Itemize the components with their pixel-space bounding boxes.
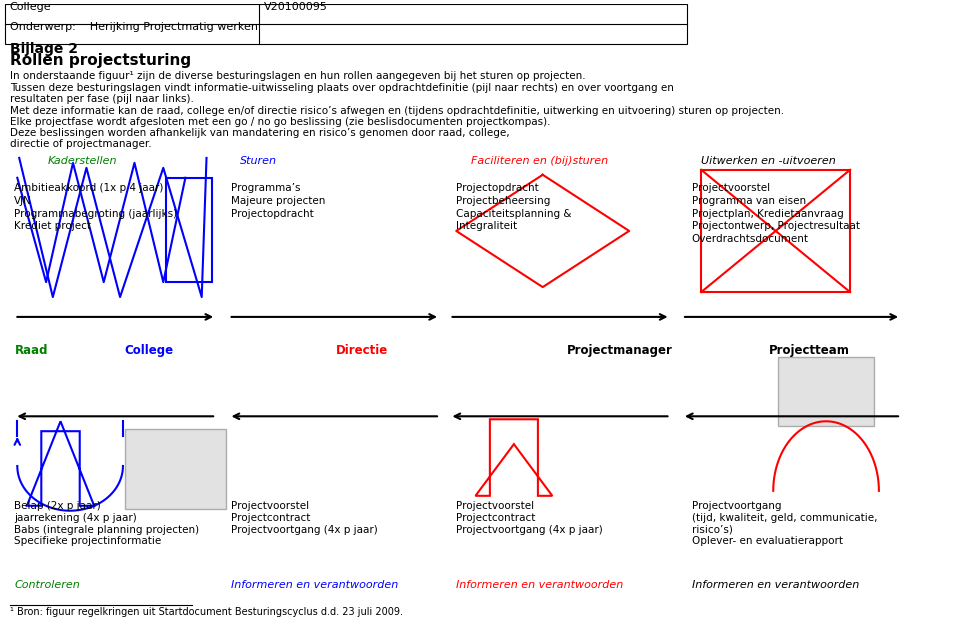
Text: Sturen: Sturen xyxy=(240,156,277,166)
Text: Krediet project: Krediet project xyxy=(14,221,91,231)
Text: Programmabegroting (jaarlijks): Programmabegroting (jaarlijks) xyxy=(14,209,178,219)
Text: Controleren: Controleren xyxy=(14,580,80,590)
Bar xyxy=(5,4,686,44)
Bar xyxy=(778,357,875,426)
Text: Programma’s: Programma’s xyxy=(230,182,300,192)
Text: Informeren en verantwoorden: Informeren en verantwoorden xyxy=(456,580,623,590)
Text: Projectontwerp, Projectresultaat: Projectontwerp, Projectresultaat xyxy=(691,221,859,231)
Text: College: College xyxy=(125,344,174,357)
Text: Projectbeheersing: Projectbeheersing xyxy=(456,196,551,206)
Text: In onderstaande figuur¹ zijn de diverse besturingslagen en hun rollen aangegeven: In onderstaande figuur¹ zijn de diverse … xyxy=(10,71,586,82)
Text: Tussen deze besturingslagen vindt informatie-uitwisseling plaats over opdrachtde: Tussen deze besturingslagen vindt inform… xyxy=(10,83,674,93)
Text: Oplever- en evaluatierapport: Oplever- en evaluatierapport xyxy=(691,537,843,547)
Text: Majeure projecten: Majeure projecten xyxy=(230,196,324,206)
Text: Programma van eisen: Programma van eisen xyxy=(691,196,805,206)
Text: Overdrachtsdocument: Overdrachtsdocument xyxy=(691,234,808,245)
Text: Raad: Raad xyxy=(14,344,48,357)
Text: Projectvoortgang (4x p jaar): Projectvoortgang (4x p jaar) xyxy=(230,525,377,535)
Text: Projectteam: Projectteam xyxy=(768,344,850,357)
Text: Projectopdracht: Projectopdracht xyxy=(456,182,539,192)
Bar xyxy=(166,178,212,282)
Text: Specifieke projectinformatie: Specifieke projectinformatie xyxy=(14,537,161,547)
Text: Bijlage 2: Bijlage 2 xyxy=(10,41,78,56)
Text: Ambitieakkoord (1x p 4 jaar): Ambitieakkoord (1x p 4 jaar) xyxy=(14,182,164,192)
Text: Integraliteit: Integraliteit xyxy=(456,221,517,231)
Text: Projectvoortgang: Projectvoortgang xyxy=(691,501,781,511)
Text: Met deze informatie kan de raad, college en/of directie risico’s afwegen en (tij: Met deze informatie kan de raad, college… xyxy=(10,106,783,116)
Text: Capaciteitsplanning &: Capaciteitsplanning & xyxy=(456,209,572,219)
Text: (tijd, kwaliteit, geld, communicatie,: (tijd, kwaliteit, geld, communicatie, xyxy=(691,513,877,523)
Text: Informeren en verantwoorden: Informeren en verantwoorden xyxy=(230,580,397,590)
Text: Deze beslissingen worden afhankelijk van mandatering en risico’s genomen door ra: Deze beslissingen worden afhankelijk van… xyxy=(10,128,509,138)
Text: V20100095: V20100095 xyxy=(264,2,328,12)
Text: risico’s): risico’s) xyxy=(691,525,732,535)
Text: Uitwerken en -uitvoeren: Uitwerken en -uitvoeren xyxy=(701,156,836,166)
Text: Kaderstellen: Kaderstellen xyxy=(48,156,117,166)
Text: resultaten per fase (pijl naar links).: resultaten per fase (pijl naar links). xyxy=(10,94,194,104)
Text: Projectmanager: Projectmanager xyxy=(566,344,673,357)
Text: Faciliteren en (bij)sturen: Faciliteren en (bij)sturen xyxy=(470,156,608,166)
Text: Projectvoortgang (4x p jaar): Projectvoortgang (4x p jaar) xyxy=(456,525,603,535)
Text: Projectvoorstel: Projectvoorstel xyxy=(691,182,770,192)
Text: Belap (2x p jaar): Belap (2x p jaar) xyxy=(14,501,101,511)
Text: Projectopdracht: Projectopdracht xyxy=(230,209,313,219)
Text: Projectcontract: Projectcontract xyxy=(230,513,310,523)
Bar xyxy=(125,429,226,508)
Text: Projectplan, Kredietaanvraag: Projectplan, Kredietaanvraag xyxy=(691,209,843,219)
Text: Informeren en verantwoorden: Informeren en verantwoorden xyxy=(691,580,859,590)
Text: Projectvoorstel: Projectvoorstel xyxy=(456,501,535,511)
Text: Projectvoorstel: Projectvoorstel xyxy=(230,501,309,511)
Text: Projectcontract: Projectcontract xyxy=(456,513,536,523)
Text: directie of projectmanager.: directie of projectmanager. xyxy=(10,139,152,149)
Text: ¹ Bron: figuur regelkringen uit Startdocument Besturingscyclus d.d. 23 juli 2009: ¹ Bron: figuur regelkringen uit Startdoc… xyxy=(10,607,402,617)
Text: Directie: Directie xyxy=(336,344,389,357)
Text: Rollen projectsturing: Rollen projectsturing xyxy=(10,53,191,68)
Text: College: College xyxy=(10,2,51,12)
Text: jaarrekening (4x p jaar): jaarrekening (4x p jaar) xyxy=(14,513,137,523)
Text: Babs (integrale planning projecten): Babs (integrale planning projecten) xyxy=(14,525,200,535)
Text: Onderwerp:    Herijking Projectmatig werken: Onderwerp: Herijking Projectmatig werken xyxy=(10,22,257,32)
Text: Elke projectfase wordt afgesloten met een go / no go beslissing (zie beslisdocum: Elke projectfase wordt afgesloten met ee… xyxy=(10,117,550,127)
Bar xyxy=(701,170,851,292)
Text: VJN: VJN xyxy=(14,196,33,206)
